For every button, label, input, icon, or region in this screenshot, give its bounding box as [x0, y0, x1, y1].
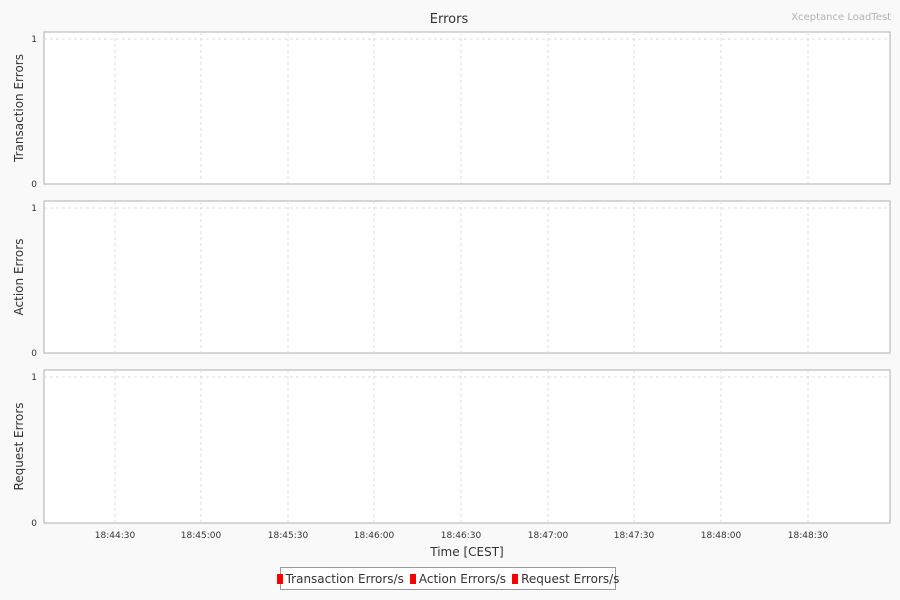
x-tick-label: 18:44:30: [95, 531, 136, 541]
legend-item-request-errors: Request Errors/s: [512, 572, 619, 586]
x-tick-label: 18:46:00: [354, 531, 395, 541]
chart-panels: 0 1 Transaction Errors 0 1 Action Errors 0 1 Req…: [12, 31, 891, 529]
panel-1: 0 1 Action Errors: [12, 200, 891, 359]
y-tick-label: 0: [31, 180, 37, 190]
plot-area: [43, 31, 891, 185]
panel-0: 0 1 Transaction Errors: [12, 31, 891, 190]
x-tick-label: 18:48:30: [788, 531, 829, 541]
legend-label: Transaction Errors/s: [285, 571, 404, 586]
legend-swatch: [512, 573, 519, 584]
plot-area: [43, 369, 891, 524]
y-axis-label: Transaction Errors: [12, 54, 26, 163]
plot-area: [43, 200, 891, 354]
y-axis-label: Request Errors: [12, 402, 26, 490]
panel-2: 0 1 Request Errors: [12, 369, 891, 529]
legend-label: Request Errors/s: [521, 571, 620, 586]
y-tick-label: 1: [31, 204, 37, 214]
legend-label: Action Errors/s: [418, 571, 507, 586]
x-tick-label: 18:47:00: [528, 531, 569, 541]
y-tick-label: 1: [31, 373, 37, 383]
x-axis-ticks: 18:44:30 18:45:00 18:45:30 18:46:00 18:46:30…: [95, 531, 829, 541]
y-tick-label: 0: [31, 519, 37, 529]
y-tick-label: 0: [31, 349, 37, 359]
y-axis-label: Action Errors: [12, 239, 26, 316]
legend-swatch: [409, 573, 416, 584]
x-tick-label: 18:46:30: [441, 531, 482, 541]
x-axis-label: Time [CEST]: [429, 545, 503, 559]
y-tick-label: 1: [31, 35, 37, 45]
x-tick-label: 18:48:00: [701, 531, 742, 541]
watermark: Xceptance LoadTest: [791, 12, 891, 23]
legend: Transaction Errors/s Action Errors/s Req…: [276, 567, 619, 590]
x-tick-label: 18:45:30: [268, 531, 309, 541]
legend-item-action-errors: Action Errors/s: [409, 571, 507, 586]
x-tick-label: 18:47:30: [614, 531, 655, 541]
chart-title: Errors: [430, 12, 469, 27]
legend-swatch: [276, 573, 283, 584]
legend-item-transaction-errors: Transaction Errors/s: [276, 571, 404, 586]
x-tick-label: 18:45:00: [181, 531, 222, 541]
